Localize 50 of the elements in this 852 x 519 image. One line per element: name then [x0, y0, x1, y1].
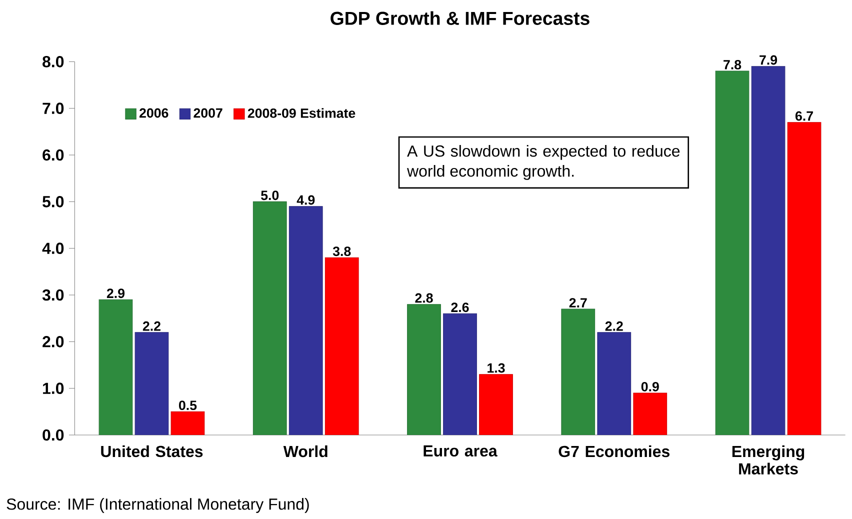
- data-label: 7.8: [724, 60, 742, 70]
- bar: [787, 122, 822, 435]
- y-tick-label: 4.0: [42, 242, 64, 254]
- bar: [443, 313, 477, 435]
- data-label: 2.9: [106, 288, 125, 298]
- bar: [715, 70, 750, 435]
- y-tick-label: 2.0: [42, 336, 64, 348]
- x-tick-label: G7 Economies: [558, 445, 670, 458]
- y-tick-label: 1.0: [43, 382, 64, 394]
- data-label: 2.7: [569, 298, 587, 308]
- data-label: 1.3: [488, 363, 505, 373]
- y-tick-label: 7.0: [42, 102, 64, 114]
- data-label: 0.9: [641, 382, 659, 392]
- y-tick-label: 3.0: [42, 289, 64, 301]
- legend-label: 2008-09 Estimate: [248, 108, 356, 118]
- y-tick-label: 0.0: [42, 429, 64, 441]
- data-label: 2.2: [605, 321, 623, 331]
- bar: [252, 201, 287, 435]
- bar: [288, 206, 323, 435]
- bar: [633, 392, 668, 435]
- bar: [170, 411, 205, 435]
- bar: [751, 66, 786, 435]
- data-label: 7.9: [760, 55, 778, 65]
- data-label: 5.0: [261, 190, 279, 200]
- legend-label: 2007: [194, 108, 222, 118]
- y-tick-label: 8.0: [42, 56, 64, 68]
- data-label: 2.2: [142, 321, 160, 331]
- x-tick-label: Emerging Markets: [732, 445, 804, 474]
- data-label: 4.9: [296, 195, 315, 205]
- source-note: Source: IMF (International Monetary Fund): [6, 498, 309, 513]
- bar: [324, 257, 359, 435]
- x-tick-label: World: [283, 445, 328, 458]
- bar: [597, 332, 632, 435]
- data-label: 3.8: [332, 246, 351, 256]
- data-label: 2.6: [451, 302, 469, 312]
- bar: [134, 332, 169, 435]
- data-label: 0.5: [178, 400, 197, 410]
- x-tick-label: United States: [101, 445, 203, 458]
- bar: [561, 308, 596, 435]
- data-label: 6.7: [795, 111, 813, 121]
- bar: [98, 299, 133, 435]
- data-label: 2.8: [415, 293, 433, 303]
- chart-title: GDP Growth & IMF Forecasts: [330, 11, 590, 25]
- annotation: A US slowdown is expected to reduce world economic growth.: [406, 145, 680, 180]
- x-tick-label: Euro area: [424, 445, 498, 457]
- legend-label: 2006: [140, 108, 168, 118]
- bar: [479, 374, 513, 435]
- bar: [407, 304, 441, 435]
- y-tick-label: 6.0: [42, 149, 64, 161]
- y-tick-label: 5.0: [42, 196, 64, 208]
